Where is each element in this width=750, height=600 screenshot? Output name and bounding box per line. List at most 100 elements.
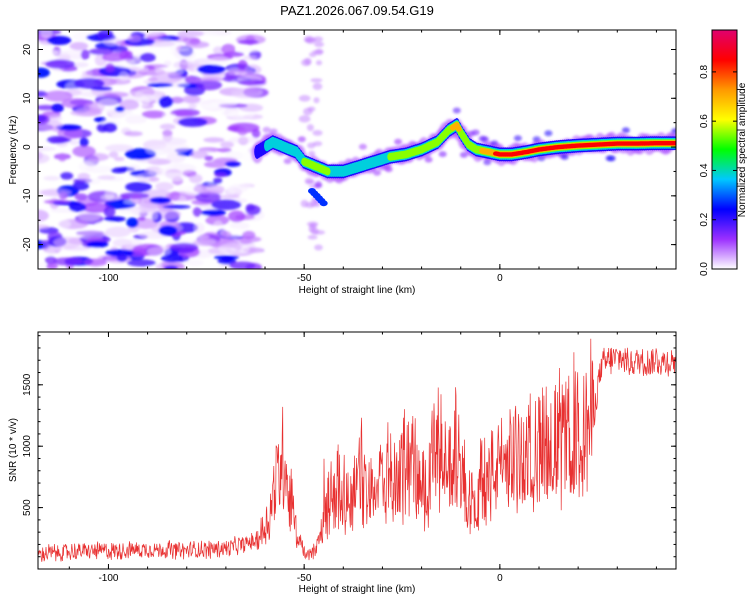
noise-blob bbox=[225, 161, 241, 167]
noise-blob bbox=[77, 172, 91, 181]
noise-blob bbox=[114, 106, 125, 112]
noise-blob bbox=[72, 145, 96, 158]
noise-blob bbox=[309, 52, 317, 58]
noise-blob bbox=[184, 75, 202, 84]
noise-blob bbox=[103, 216, 126, 222]
noise-blob bbox=[237, 79, 266, 86]
noise-blob bbox=[195, 79, 223, 91]
noise-blob bbox=[146, 246, 172, 257]
noise-blob bbox=[38, 114, 50, 125]
noise-blob bbox=[38, 209, 49, 222]
noise-blob bbox=[242, 230, 256, 240]
ridge-halo bbox=[262, 126, 271, 133]
noise-blob bbox=[97, 98, 119, 111]
ridge-halo bbox=[373, 169, 381, 176]
noise-blob bbox=[105, 249, 134, 257]
noise-blob bbox=[51, 137, 72, 143]
noise-blob bbox=[159, 172, 187, 182]
noise-blob bbox=[103, 206, 116, 218]
ridge-core bbox=[254, 118, 676, 207]
colorbar-tick-label: 0.6 bbox=[699, 114, 710, 128]
noise-blob bbox=[310, 78, 323, 83]
noise-blob bbox=[218, 194, 240, 199]
noise-blob bbox=[137, 66, 149, 73]
noise-blob bbox=[51, 103, 64, 113]
noise-blob bbox=[303, 107, 313, 116]
noise-blob bbox=[38, 153, 50, 164]
noise-blob bbox=[218, 242, 250, 255]
colorbar-tick-label: 0.2 bbox=[699, 212, 710, 226]
noise-blob bbox=[103, 91, 129, 98]
noise-blob bbox=[155, 182, 174, 191]
noise-blob bbox=[196, 77, 225, 82]
noise-blob bbox=[193, 222, 205, 234]
noise-blob bbox=[228, 69, 246, 76]
noise-blob bbox=[313, 141, 323, 147]
noise-blob bbox=[127, 175, 145, 180]
noise-blob bbox=[151, 71, 183, 84]
snr-xtick-label: -50 bbox=[297, 573, 312, 584]
noise-blob bbox=[245, 203, 256, 212]
noise-blob bbox=[45, 59, 75, 69]
noise-blob bbox=[43, 90, 73, 102]
noise-blob bbox=[110, 167, 127, 174]
noise-blob bbox=[79, 159, 111, 168]
noise-blob bbox=[38, 47, 53, 53]
noise-blob bbox=[221, 231, 232, 239]
noise-blob bbox=[61, 98, 91, 109]
noise-blob bbox=[70, 109, 103, 117]
spectrogram-ylabel: Frequency (Hz) bbox=[8, 116, 19, 185]
noise-blob bbox=[88, 48, 114, 55]
noise-blob bbox=[164, 265, 179, 269]
noise-blob bbox=[108, 151, 119, 159]
noise-blob bbox=[163, 60, 172, 67]
noise-blob bbox=[166, 152, 186, 164]
noise-blob bbox=[237, 126, 248, 136]
noise-blob bbox=[47, 115, 63, 122]
noise-blob bbox=[46, 263, 58, 269]
noise-blob bbox=[169, 242, 199, 252]
noise-blob bbox=[194, 58, 214, 64]
noise-blob bbox=[203, 137, 225, 143]
noise-blob bbox=[116, 254, 128, 262]
spectrogram-frame bbox=[37, 29, 677, 270]
spectrogram-ytick-label: 0 bbox=[22, 144, 33, 150]
noise-blob bbox=[314, 41, 325, 48]
ridge-halo bbox=[459, 151, 468, 158]
noise-blob bbox=[214, 172, 227, 177]
noise-blob bbox=[69, 41, 89, 51]
noise-blob bbox=[304, 35, 314, 43]
snr-axes: -100 -50 0 500 1000 1500 bbox=[22, 332, 676, 584]
noise-blob bbox=[38, 261, 47, 269]
noise-blob bbox=[221, 43, 236, 55]
noise-blob bbox=[195, 234, 210, 239]
noise-blob bbox=[73, 62, 89, 68]
noise-blob bbox=[52, 257, 84, 266]
ridge-halo bbox=[452, 107, 461, 114]
noise-blob bbox=[301, 59, 311, 67]
noise-blob bbox=[174, 48, 196, 61]
noise-blob bbox=[314, 244, 323, 251]
ridge-halo bbox=[384, 166, 393, 173]
noise-blob bbox=[147, 82, 174, 88]
noise-blob bbox=[159, 142, 190, 154]
snr-xtick-label: -100 bbox=[98, 573, 118, 584]
noise-blob bbox=[162, 112, 176, 119]
noise-blob bbox=[57, 153, 67, 162]
noise-blob bbox=[307, 235, 318, 240]
noise-blob bbox=[201, 32, 218, 39]
ridge-halo bbox=[483, 159, 492, 166]
spectrogram-ytick-label: 10 bbox=[22, 92, 33, 104]
noise-blob bbox=[177, 30, 204, 37]
spectrogram-xtick-label: 0 bbox=[497, 273, 503, 284]
noise-blob bbox=[158, 96, 174, 108]
noise-blob bbox=[44, 249, 56, 257]
noise-blob bbox=[85, 178, 101, 185]
noise-blob bbox=[229, 261, 256, 269]
snr-ytick-label: 1000 bbox=[22, 435, 33, 458]
noise-blob bbox=[118, 71, 129, 82]
noise-blob bbox=[195, 192, 222, 203]
noise-blob bbox=[126, 217, 139, 228]
